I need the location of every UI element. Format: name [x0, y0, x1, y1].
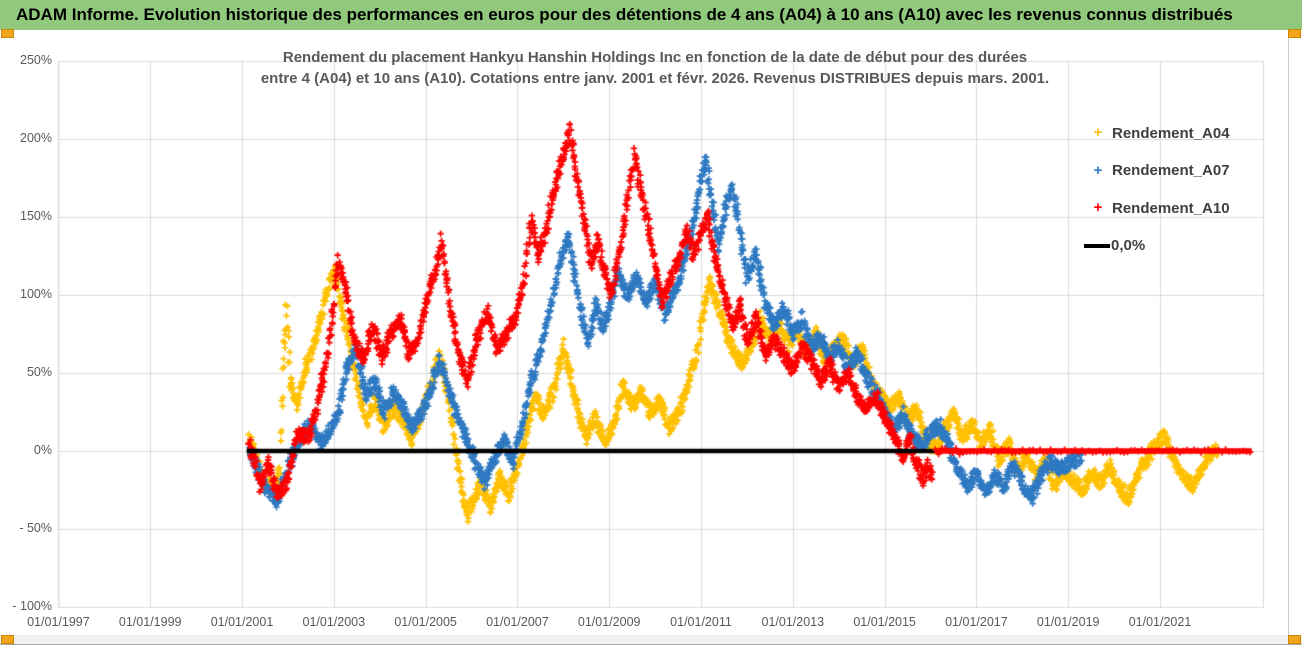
y-tick-label: - 100% — [12, 599, 52, 613]
selection-handle-top-right[interactable] — [1288, 29, 1301, 38]
y-tick-label: 50% — [26, 365, 52, 379]
x-tick-label: 01/01/2013 — [761, 615, 825, 629]
x-tick-label: 01/01/2001 — [210, 615, 274, 629]
legend-plus-marker-icon: + — [1093, 199, 1103, 216]
legend-label: Rendement_A04 — [1112, 124, 1230, 142]
x-tick-label: 01/01/2009 — [577, 615, 641, 629]
selection-handle-bottom-left[interactable] — [1, 635, 14, 644]
x-tick-label: 01/01/1997 — [27, 615, 90, 629]
y-tick-label: 0% — [33, 443, 52, 457]
x-tick-label: 01/01/2017 — [945, 615, 1008, 629]
chart-title-line2: entre 4 (A04) et 10 ans (A10). Cotations… — [260, 70, 1050, 87]
legend-label: Rendement_A10 — [1112, 199, 1230, 217]
bottom-strip — [0, 635, 1302, 645]
x-tick-label: 01/01/2019 — [1036, 615, 1100, 629]
chart-title: Rendement du placement Hankyu Hanshin Ho… — [200, 47, 1110, 89]
y-tick-label: - 50% — [19, 521, 52, 535]
legend-item-rendement-a04[interactable]: + Rendement_A04 — [1090, 123, 1230, 143]
x-tick-label: 01/01/2005 — [394, 615, 457, 629]
legend-zero-line-icon — [1084, 243, 1110, 248]
legend-label: Rendement_A07 — [1112, 162, 1230, 179]
sheet-header-banner: ADAM Informe. Evolution historique des p… — [0, 0, 1302, 30]
chart-frame-right-border — [1288, 30, 1289, 635]
legend-plus-marker-icon: + — [1093, 124, 1103, 141]
selection-handle-top-left[interactable] — [1, 29, 14, 38]
legend-label: 0,0% — [1111, 237, 1146, 254]
x-tick-label: 01/01/2003 — [302, 615, 366, 629]
legend-plus-marker-icon: + — [1093, 161, 1103, 179]
chart-title-line1: Rendement du placement Hankyu Hanshin Ho… — [282, 49, 1028, 66]
x-tick-label: 01/01/2021 — [1128, 615, 1192, 629]
x-tick-label: 01/01/2007 — [486, 615, 549, 629]
y-tick-label: 200% — [20, 131, 52, 145]
legend-item-rendement-a07[interactable]: + Rendement_A07 — [1090, 161, 1230, 181]
y-tick-label: 150% — [20, 209, 52, 223]
x-tick-label: 01/01/1999 — [118, 615, 182, 629]
header-title: ADAM Informe. Evolution historique des p… — [16, 5, 1233, 24]
legend-item-0-0-[interactable]: 0,0% — [1084, 236, 1145, 256]
y-tick-label: 250% — [20, 53, 52, 67]
y-tick-label: 100% — [20, 287, 52, 301]
legend-item-rendement-a10[interactable]: + Rendement_A10 — [1090, 198, 1230, 218]
x-tick-label: 01/01/2011 — [670, 615, 732, 629]
selection-handle-bottom-right[interactable] — [1288, 635, 1301, 644]
x-tick-label: 01/01/2015 — [853, 615, 916, 629]
